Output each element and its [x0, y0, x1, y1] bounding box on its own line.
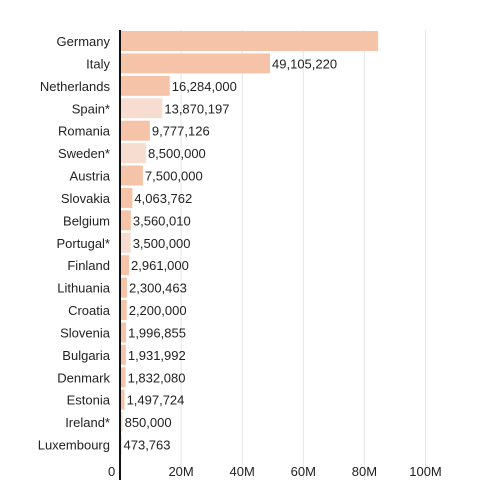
bar: [120, 300, 127, 321]
category-label: Bulgaria: [62, 348, 110, 363]
category-label: Germany: [57, 34, 111, 49]
bars: [120, 31, 379, 455]
bar: [120, 98, 163, 119]
x-tick-label: 60M: [291, 464, 316, 479]
category-label: Finland: [67, 258, 110, 273]
value-label: 4,063,762: [134, 191, 192, 206]
value-label: 2,200,000: [129, 303, 187, 318]
category-label: Lithuania: [57, 281, 111, 296]
category-label: Croatia: [68, 303, 111, 318]
bar: [120, 344, 126, 365]
category-label: Denmark: [57, 370, 110, 385]
bar: [120, 412, 123, 433]
category-label: Portugal*: [57, 236, 110, 251]
value-label: 2,300,463: [129, 281, 187, 296]
category-label: Estonia: [67, 393, 111, 408]
value-label: 9,777,126: [152, 124, 210, 139]
value-labels: 49,105,220 16,284,000 13,870,197 9,777,126 8…: [124, 56, 338, 452]
category-label: Romania: [58, 124, 111, 139]
value-label: 2,961,000: [131, 258, 189, 273]
category-labels: Germany Italy Netherlands Spain* Romania Swed…: [38, 34, 111, 453]
category-label: Belgium: [63, 213, 110, 228]
value-label: 1,497,724: [127, 393, 185, 408]
x-axis-ticks: 0 20M 40M 60M 80M 100M: [108, 464, 442, 479]
bar: [120, 165, 143, 186]
value-label: 850,000: [125, 415, 172, 430]
category-label: Italy: [86, 56, 110, 71]
bar: [120, 210, 131, 231]
category-label: Spain*: [72, 101, 110, 116]
x-tick-label: 20M: [168, 464, 193, 479]
bar: [120, 53, 271, 74]
gridlines: [180, 30, 426, 480]
value-label: 1,832,080: [128, 370, 186, 385]
value-label: 16,284,000: [172, 79, 237, 94]
category-label: Slovenia: [60, 325, 111, 340]
value-label: 7,500,000: [145, 169, 203, 184]
value-label: 473,763: [124, 438, 171, 453]
category-label: Luxembourg: [38, 438, 110, 453]
bar: [120, 31, 379, 51]
value-label: 3,500,000: [133, 236, 191, 251]
value-label: 49,105,220: [272, 56, 337, 71]
bar: [120, 187, 133, 208]
value-label: 1,931,992: [128, 348, 186, 363]
value-label: 3,560,010: [133, 213, 191, 228]
bar: [120, 367, 126, 388]
value-label: 8,500,000: [148, 146, 206, 161]
category-label: Slovakia: [61, 191, 111, 206]
bar: [120, 120, 150, 141]
x-tick-label: 80M: [352, 464, 377, 479]
bar: [120, 322, 127, 343]
bar: [120, 143, 146, 164]
value-label: 13,870,197: [164, 101, 229, 116]
x-tick-label: 100M: [409, 464, 442, 479]
category-label: Ireland*: [65, 415, 110, 430]
category-label: Sweden*: [58, 146, 110, 161]
x-tick-label: 0: [108, 464, 115, 479]
category-label: Netherlands: [40, 79, 111, 94]
bar: [120, 232, 131, 253]
x-tick-label: 40M: [230, 464, 255, 479]
bar: [120, 277, 128, 298]
value-label: 1,996,855: [128, 325, 186, 340]
category-label: Austria: [70, 169, 111, 184]
bar: [120, 75, 170, 96]
bar: [120, 389, 125, 410]
bar: [120, 255, 130, 276]
